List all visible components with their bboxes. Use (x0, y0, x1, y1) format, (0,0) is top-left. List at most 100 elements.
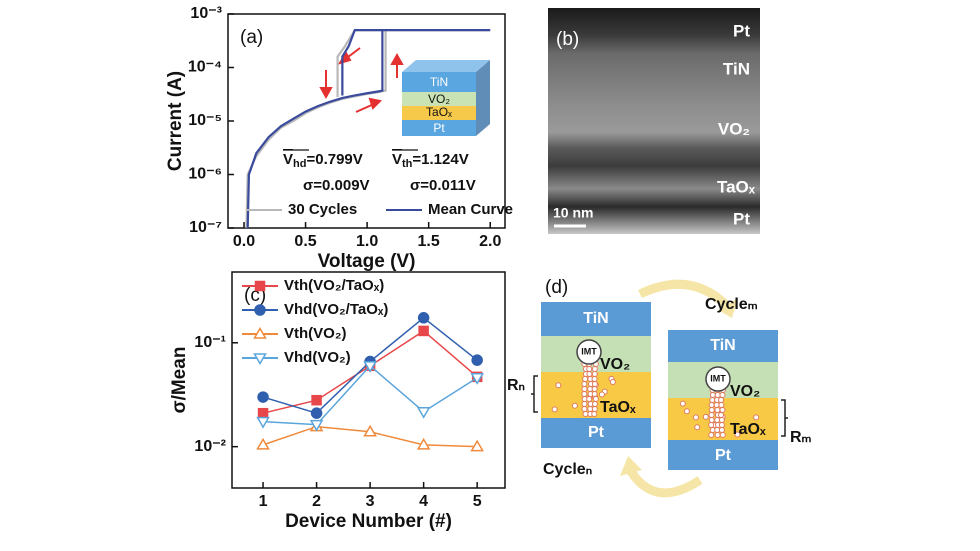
legend-label: Vhd(VO₂/TaOₓ) (284, 301, 388, 318)
filament (714, 427, 721, 433)
cycle-arrow-head (718, 298, 738, 318)
series-line (263, 364, 478, 426)
filament (718, 417, 725, 423)
marker (418, 325, 429, 337)
filament (708, 432, 715, 438)
filament (586, 371, 593, 377)
x-tick-label: 3 (366, 493, 375, 510)
y-tick-label: 10⁻² (194, 438, 226, 455)
filament (581, 406, 588, 412)
filament (591, 381, 598, 387)
filament (708, 422, 715, 428)
x-axis-label: Device Number (#) (285, 511, 452, 532)
panel-label: (b) (556, 29, 579, 50)
marker (254, 280, 266, 292)
plot-frame (231, 271, 506, 489)
marker (257, 391, 269, 403)
vacancy (753, 414, 760, 421)
tem-image (548, 8, 760, 234)
filament (581, 381, 588, 387)
marker (470, 373, 484, 385)
vacancy (555, 382, 562, 389)
layer-label: TiN (710, 337, 735, 354)
legend-label: Vhd(VO₂) (284, 349, 351, 366)
filament (718, 422, 725, 428)
legend-label: Vth(VO₂) (284, 325, 347, 342)
inset-stack: TiN VO₂ TaOₓ Pt (402, 60, 490, 136)
marker (311, 394, 322, 406)
filament (718, 427, 725, 433)
vacancy (692, 414, 699, 421)
filament (591, 376, 598, 382)
layer-label: TiN (723, 59, 750, 78)
filament (714, 392, 721, 398)
x-tick-label: 2 (312, 493, 321, 510)
marker (256, 437, 270, 450)
annotation-subscript: th (402, 158, 413, 170)
filament (708, 407, 715, 413)
annotation: σ=0.009V (303, 177, 370, 194)
y-tick-label: 10⁻⁷ (189, 219, 222, 236)
switch-label: IMT (710, 373, 726, 383)
x-tick-label: 4 (419, 493, 428, 510)
bracket (531, 375, 538, 413)
cycle-arrow (626, 467, 703, 498)
x-tick-label: 1.5 (418, 233, 440, 250)
layer (402, 106, 476, 120)
layer-label: Pt (715, 447, 732, 464)
filament (709, 392, 716, 398)
annotation: Vth=1.124V (392, 151, 469, 170)
annotation-subscript: hd (293, 158, 306, 170)
marker (363, 361, 377, 373)
filament (719, 407, 726, 413)
vacancy (702, 413, 709, 420)
filament (718, 412, 725, 418)
resistance-label: Rₙ (507, 377, 525, 394)
vacancy (609, 379, 616, 386)
series-line (246, 29, 491, 229)
cycle-arrow-head (620, 456, 642, 476)
x-tick-label: 1 (259, 493, 268, 510)
filament (708, 412, 715, 418)
marker (257, 407, 269, 419)
inset-label: VO₂ (428, 92, 450, 106)
filament (591, 386, 598, 392)
marker (256, 416, 270, 429)
y-tick-label: 10⁻⁵ (188, 112, 222, 129)
vacancy (551, 406, 558, 413)
annotation-symbol: V (283, 151, 293, 168)
x-axis-label: Voltage (V) (318, 251, 416, 272)
layer-label: Pt (588, 424, 605, 441)
marker (471, 354, 483, 366)
filament (592, 396, 599, 402)
diagram: (d) TiN VO₂ TaOₓ Pt IMT TiN VO₂ TaOₓ Pt … (507, 277, 812, 498)
inset-label: TaOₓ (426, 105, 452, 119)
layer-label: Pt (733, 209, 750, 228)
marker (254, 304, 266, 316)
marker (417, 312, 430, 324)
layer (402, 120, 476, 136)
layer-label: TaOₓ (600, 399, 636, 416)
marker (416, 406, 431, 419)
legend-label: 30 Cycles (288, 201, 357, 218)
filament (714, 407, 721, 413)
layer (541, 302, 651, 336)
filament (582, 376, 589, 382)
panel-label: (d) (545, 277, 568, 298)
switch-icon (576, 339, 602, 365)
layer-label: TaOₓ (730, 421, 766, 438)
x-tick-label: 5 (473, 493, 482, 510)
filament (714, 432, 721, 438)
inset-label: TiN (430, 75, 448, 89)
cycle-arrow (638, 279, 730, 309)
layer-label: TaOₓ (717, 177, 756, 196)
resistance-label: Rₘ (790, 429, 812, 446)
filament (719, 392, 726, 398)
stack-top (402, 60, 490, 72)
legend-label: Vth(VO₂/TaOₓ) (284, 277, 384, 294)
filament (586, 366, 593, 372)
filament (581, 401, 588, 407)
filament (718, 397, 725, 403)
marker (310, 407, 323, 419)
